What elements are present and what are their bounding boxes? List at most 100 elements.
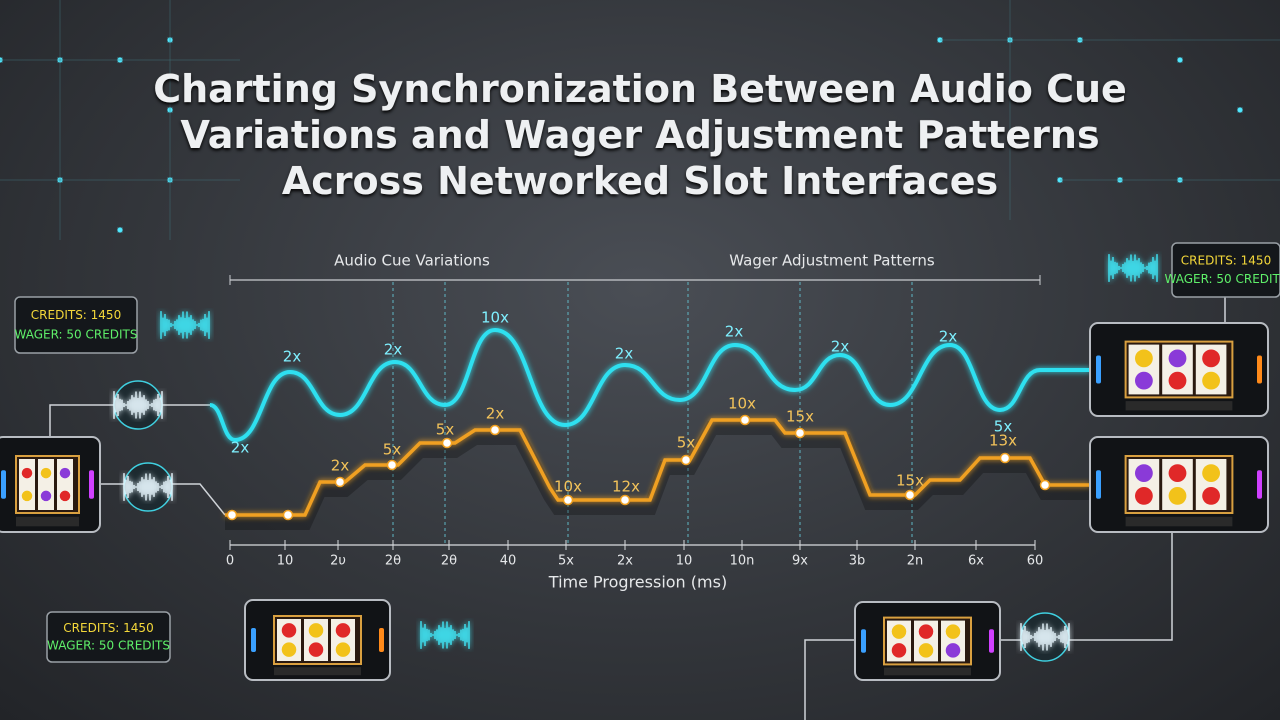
chart: Audio Cue Variations Wager Adjustment Pat… xyxy=(113,252,1158,662)
wager-point xyxy=(904,489,916,501)
wager-text: WAGER: 50 CREDITS xyxy=(1164,272,1280,286)
wager-label: 2x xyxy=(486,405,505,423)
slot-symbol xyxy=(1168,371,1187,390)
slot-symbol xyxy=(1202,464,1220,482)
slot-symbol xyxy=(40,467,52,479)
sound-wave xyxy=(420,621,470,649)
slot-symbol xyxy=(891,643,907,658)
slot-symbol xyxy=(40,490,52,502)
slot-symbol xyxy=(59,467,71,479)
audio-label: 2x xyxy=(939,328,958,346)
wager-point xyxy=(226,509,238,521)
slot-side-light xyxy=(989,629,994,653)
sound-wave xyxy=(123,473,173,501)
x-tick-label: 2θ xyxy=(441,554,457,569)
slot-symbol xyxy=(308,623,324,638)
slot-side-light xyxy=(1257,355,1262,384)
slot-side-light xyxy=(1,470,6,499)
audio-label: 5x xyxy=(994,418,1013,436)
slot-symbol xyxy=(891,624,907,639)
info-panel xyxy=(46,611,171,663)
slot-symbol xyxy=(281,642,297,657)
slot-side-light xyxy=(89,470,94,499)
wager-label: 15x xyxy=(896,472,924,490)
audio-label: 2x xyxy=(831,338,850,356)
slot-symbol xyxy=(335,623,351,638)
slot-symbol xyxy=(1135,487,1153,505)
slot-symbol xyxy=(59,490,71,502)
wager-label: 12x xyxy=(612,478,640,496)
slot-symbol xyxy=(1135,371,1153,390)
wager-point xyxy=(334,476,346,488)
legend-label: Wager Adjustment Patterns xyxy=(729,252,935,270)
x-tick-label: 10 xyxy=(277,554,294,569)
slot-symbol xyxy=(918,643,934,658)
grid-dot xyxy=(1237,107,1243,113)
slot-reel xyxy=(57,459,73,510)
slot-symbol xyxy=(1168,487,1187,505)
slot-symbol xyxy=(1135,464,1153,482)
credits-text: CREDITS: 1450 xyxy=(31,308,121,322)
wager-label: 5x xyxy=(436,421,455,439)
x-tick-label: 3b xyxy=(849,554,866,569)
wager-point xyxy=(680,454,692,466)
grid-dot xyxy=(117,227,123,233)
audio-label: 10x xyxy=(481,309,509,327)
slot-devices: CREDITS: 1450 WAGER: 50 CREDITS CREDITS: 1… xyxy=(0,242,1280,681)
wager-point xyxy=(999,452,1011,464)
audio-label: 2x xyxy=(231,439,250,457)
slot-footer xyxy=(1125,516,1233,527)
slot-side-light xyxy=(251,628,256,652)
slot-side-light xyxy=(1257,470,1262,499)
slot-symbol xyxy=(1168,349,1187,368)
wager-label: 5x xyxy=(677,434,696,452)
slot-symbol xyxy=(1202,349,1220,368)
background-grid xyxy=(0,0,1280,240)
x-tick-label: 2υ xyxy=(330,554,346,569)
slot-side-light xyxy=(1096,355,1101,384)
sound-wave xyxy=(1020,623,1070,651)
slot-symbol xyxy=(281,623,297,638)
audio-wave xyxy=(209,327,1090,443)
wager-steps xyxy=(225,418,1090,517)
wager-point xyxy=(562,494,574,506)
x-tick-label: 2x xyxy=(617,554,633,569)
slot-side-light xyxy=(379,628,384,652)
credits-text: CREDITS: 1450 xyxy=(1181,253,1271,267)
wager-point xyxy=(441,437,453,449)
title: Charting Synchronization Between Audio C… xyxy=(153,67,1127,203)
audio-label: 2x xyxy=(615,345,634,363)
wager-label: 5x xyxy=(383,441,402,459)
wager-label: 13x xyxy=(989,432,1017,450)
x-tick-label: 60 xyxy=(1027,554,1044,569)
slot-symbol xyxy=(918,624,934,639)
wager-label: 10x xyxy=(554,478,582,496)
wager-text: WAGER: 50 CREDITS xyxy=(47,639,170,653)
x-tick-label: 5x xyxy=(558,554,574,569)
wager-point xyxy=(794,427,806,439)
credits-text: CREDITS: 1450 xyxy=(63,621,153,635)
slot-footer xyxy=(884,667,971,676)
sound-wave xyxy=(1108,254,1158,282)
slot-symbol xyxy=(1202,371,1220,390)
sound-wave xyxy=(160,311,210,339)
wager-point xyxy=(739,414,751,426)
x-tick-label: 6x xyxy=(968,554,984,569)
slot-symbol xyxy=(1168,464,1187,482)
slot-symbol xyxy=(1202,487,1220,505)
wager-point xyxy=(386,459,398,471)
grid-dot xyxy=(1177,57,1183,63)
wager-point xyxy=(282,509,294,521)
x-tick-label: 0 xyxy=(226,554,234,569)
info-panel xyxy=(14,296,138,354)
x-tick-label: 40 xyxy=(500,554,517,569)
x-axis-label: Time Progression (ms) xyxy=(548,573,727,592)
x-tick-label: 9x xyxy=(792,554,808,569)
x-tick-label: 10n xyxy=(730,554,755,569)
sound-wave xyxy=(113,391,163,419)
slot-symbol xyxy=(308,642,324,657)
audio-label: 2x xyxy=(283,348,302,366)
wager-label: 15x xyxy=(786,408,814,426)
